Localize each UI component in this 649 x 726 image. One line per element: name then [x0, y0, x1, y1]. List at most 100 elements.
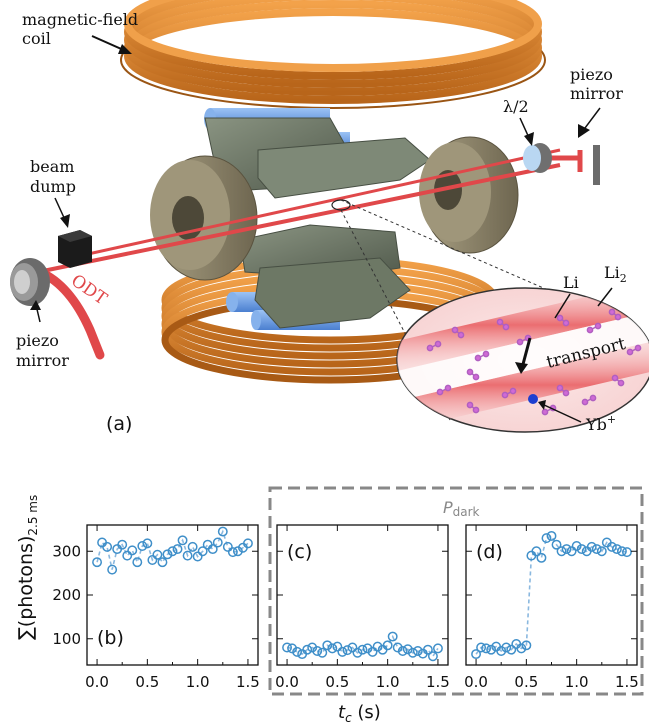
x-tick-label: 0.5: [135, 673, 159, 691]
data-point: [486, 644, 497, 655]
data-point: [571, 541, 582, 551]
endcap-left: [150, 155, 258, 281]
data-point: [387, 631, 398, 642]
label-yb: Yb+: [585, 413, 616, 434]
data-point: [92, 557, 103, 568]
data-point: [182, 550, 193, 561]
li2-molecule: [436, 384, 452, 396]
data-point: [541, 533, 552, 544]
label-beam-dump-line2: dump: [30, 177, 76, 196]
data-point: [317, 647, 328, 658]
data-point: [327, 643, 338, 654]
x-tick-label: 1.0: [565, 673, 589, 691]
data-point: [207, 544, 218, 555]
label-li: Li: [563, 273, 579, 292]
y-tick-label: 300: [52, 542, 81, 560]
x-tick-label: 1.0: [376, 673, 400, 691]
beam-dump: [58, 230, 92, 268]
endcap-right: [419, 136, 519, 254]
data-point: [422, 644, 433, 655]
data-point: [102, 541, 113, 552]
data-point: [476, 642, 487, 653]
data-point: [142, 538, 153, 549]
data-point: [397, 646, 408, 656]
label-piezo-left-line2: mirror: [16, 351, 69, 370]
data-point: [536, 552, 547, 563]
magnetic-field-coil-top: [120, 0, 546, 109]
molecules: [426, 308, 642, 416]
data-point: [332, 641, 343, 652]
panel-label: (c): [287, 541, 312, 563]
data-point: [107, 564, 118, 575]
data-point: [162, 549, 173, 560]
data-point: [367, 646, 378, 657]
li2-molecule: [581, 394, 597, 406]
panel-label: (b): [97, 627, 124, 649]
label-li2: Li2: [604, 263, 627, 285]
data-point: [531, 546, 542, 557]
y-tick-label: 100: [52, 630, 81, 648]
data-point: [586, 541, 597, 552]
label-piezo-left-line1: piezo: [16, 331, 59, 350]
data-point: [127, 545, 138, 556]
data-point: [192, 551, 203, 562]
transport-arrow: [520, 337, 532, 369]
data-point: [282, 642, 293, 653]
label-piezo-top-line2: mirror: [570, 84, 623, 103]
data-point: [412, 646, 423, 656]
data-point: [352, 647, 363, 658]
data-point: [172, 544, 183, 555]
x-tick-label: 0.5: [325, 673, 349, 691]
piezo-mirror-right: [593, 145, 600, 185]
data-point: [606, 541, 617, 552]
label-beam-dump-line1: beam: [30, 157, 74, 176]
data-point: [132, 557, 143, 568]
x-tick-label: 1.5: [236, 673, 260, 691]
series-line: [286, 634, 439, 658]
x-tick-label: 1.0: [186, 673, 210, 691]
data-point: [242, 538, 253, 549]
data-point: [591, 544, 602, 555]
data-point: [481, 643, 492, 654]
data-point: [432, 643, 443, 654]
data-point: [167, 546, 178, 557]
data-point: [471, 649, 482, 660]
schematic-panel: magnetic-field coil λ/2 piezo mirror bea…: [10, 0, 649, 435]
li2-molecule: [501, 387, 517, 399]
charts-region: Pdark 0.0 0.5 1.0 1.5 100 200 300 (b) 0.0 0.5 1.0…: [15, 486, 644, 725]
li2-molecule: [556, 314, 570, 327]
x-tick-label: 0.0: [85, 673, 109, 691]
p-dark-frame: [268, 486, 644, 696]
y-axis-label: ∑(photons)2.5 ms: [15, 495, 40, 640]
data-point: [312, 646, 323, 656]
label-coil-line2: coil: [22, 29, 51, 48]
data-point: [516, 643, 527, 654]
x-axis-label: tc (s): [338, 702, 381, 725]
series-line: [475, 534, 628, 655]
data-point: [212, 537, 223, 548]
li2-molecule: [451, 326, 465, 339]
data-point: [147, 555, 158, 565]
x-tick-label: 1.5: [426, 673, 450, 691]
chart-panel-c: 0.0 0.5 1.0 1.5 (c): [275, 524, 450, 691]
li2-molecule: [611, 374, 625, 387]
yb-ion: [528, 394, 538, 404]
half-wave-plate: [523, 143, 552, 173]
data-point: [407, 647, 418, 658]
panel-label: (d): [476, 541, 503, 563]
li2-molecule: [466, 401, 480, 414]
data-point: [611, 544, 622, 555]
data-point: [157, 557, 168, 568]
data-point: [292, 646, 303, 657]
data-point: [117, 539, 128, 550]
li2-molecule: [426, 340, 442, 352]
data-point: [621, 547, 632, 558]
zoom-bubble: [396, 287, 649, 433]
data-point: [337, 646, 348, 657]
data-point: [197, 546, 208, 557]
data-point: [501, 642, 512, 653]
data-point: [596, 546, 607, 557]
data-point: [576, 544, 587, 555]
data-point: [187, 541, 198, 552]
li2-molecule: [466, 368, 480, 381]
